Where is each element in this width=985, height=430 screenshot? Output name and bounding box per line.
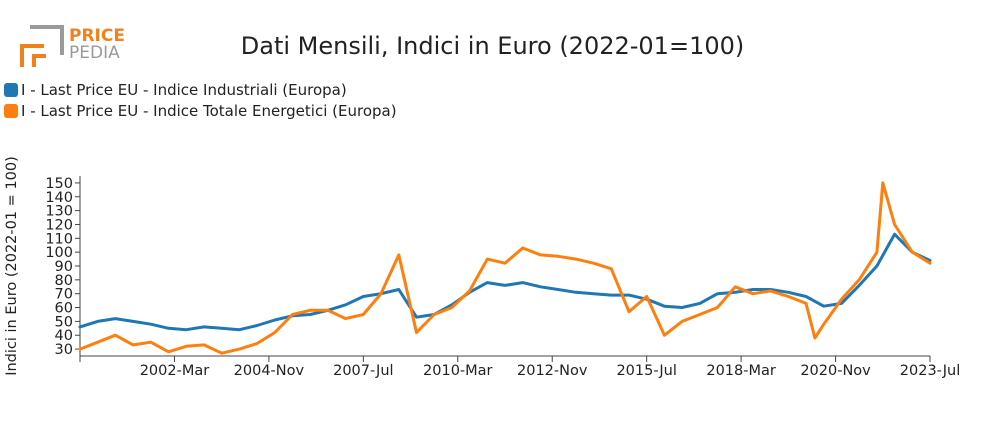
legend-swatch-industriali bbox=[4, 82, 18, 97]
chart-title: Dati Mensili, Indici in Euro (2022-01=10… bbox=[240, 32, 745, 60]
y-tick-label: 40 bbox=[55, 328, 73, 344]
x-tick-label: 2020-Nov bbox=[800, 363, 871, 379]
legend: I - Last Price EU - Indice Industriali (… bbox=[4, 79, 397, 121]
logo-mark-gray bbox=[30, 25, 64, 55]
y-tick-label: 150 bbox=[45, 176, 73, 192]
series-line-energetici bbox=[78, 181, 932, 355]
logo-text-pedia: PEDIA bbox=[69, 43, 120, 63]
y-tick-label: 90 bbox=[55, 259, 73, 275]
series-lines bbox=[78, 181, 932, 355]
logo-text-price: PRICE bbox=[69, 26, 125, 46]
y-tick-label: 120 bbox=[45, 217, 73, 233]
pricepedia-logo: PRICE PEDIA bbox=[20, 25, 125, 67]
y-tick-label: 70 bbox=[55, 287, 73, 303]
y-tick-label: 30 bbox=[55, 342, 73, 358]
y-tick-label: 130 bbox=[45, 204, 73, 220]
y-tick-label: 50 bbox=[55, 314, 73, 330]
x-tick-label: 2002-Mar bbox=[140, 363, 210, 379]
x-tick-label: 2023-Jul bbox=[900, 363, 960, 379]
x-tick-label: 2004-Nov bbox=[234, 363, 305, 379]
legend-swatch-energetici bbox=[4, 103, 18, 118]
legend-item-industriali[interactable]: I - Last Price EU - Indice Industriali (… bbox=[4, 79, 397, 100]
logo-mark-orange-inner bbox=[32, 54, 46, 67]
x-tick-label: 2012-Nov bbox=[517, 363, 588, 379]
series-line-industriali bbox=[78, 232, 932, 332]
y-axis-title: Indici in Euro (2022-01 = 100) bbox=[4, 156, 20, 376]
legend-label-industriali: I - Last Price EU - Indice Industriali (… bbox=[21, 80, 347, 99]
y-tick-label: 140 bbox=[45, 190, 73, 206]
y-tick-label: 80 bbox=[55, 273, 73, 289]
x-tick-label: 2010-Mar bbox=[423, 363, 493, 379]
y-tick-label: 100 bbox=[45, 245, 73, 261]
legend-label-energetici: I - Last Price EU - Indice Totale Energe… bbox=[21, 101, 397, 120]
y-tick-label: 60 bbox=[55, 301, 73, 317]
x-tick-label: 2007-Jul bbox=[333, 363, 393, 379]
y-tick-label: 110 bbox=[45, 231, 73, 247]
logo-mark-orange-outer bbox=[20, 44, 44, 67]
legend-item-energetici[interactable]: I - Last Price EU - Indice Totale Energe… bbox=[4, 100, 397, 121]
x-tick-label: 2018-Mar bbox=[706, 363, 776, 379]
x-tick-label: 2015-Jul bbox=[616, 363, 676, 379]
